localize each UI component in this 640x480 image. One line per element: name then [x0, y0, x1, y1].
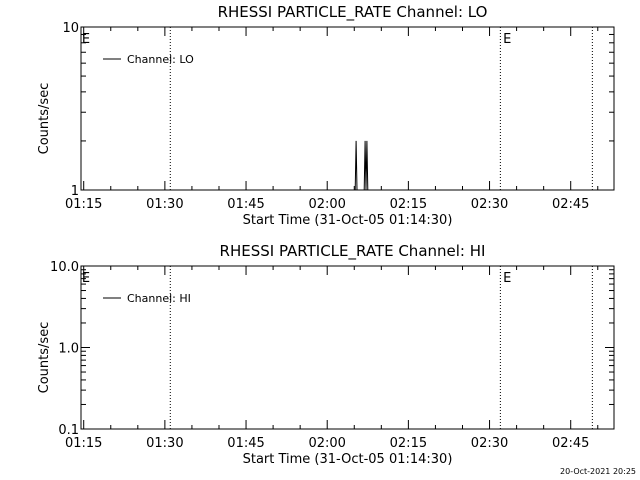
panel1-chart-title: RHESSI PARTICLE_RATE Channel: LO	[218, 3, 488, 22]
panel1-y-tick-label: 10	[62, 21, 79, 36]
panel1-x-tick-label: 02:00	[308, 197, 345, 212]
panel2-x-tick-label: 02:00	[308, 436, 345, 451]
panel2-x-axis-label: Start Time (31-Oct-05 01:14:30)	[243, 452, 453, 467]
panel1-x-tick-label: 02:45	[552, 197, 589, 212]
panel1-event-marker: E	[82, 32, 90, 47]
panel2-plot-frame	[80, 265, 615, 430]
panel1-x-tick-label: 01:15	[65, 197, 102, 212]
panel1-plot-frame	[80, 26, 615, 191]
panel2-y-tick-label: 1.0	[58, 342, 79, 357]
panel2-x-tick-label: 01:15	[65, 436, 102, 451]
panel1-y-axis-label: Counts/sec	[37, 83, 52, 155]
panel2-y-axis-label: Counts/sec	[37, 322, 52, 394]
footer-timestamp: 20-Oct-2021 20:25	[560, 467, 636, 476]
panel1-y-tick-label: 1	[71, 184, 79, 199]
panel2-event-marker: E	[503, 271, 511, 286]
panel2-x-tick-label: 01:45	[227, 436, 264, 451]
panel2-x-tick-label: 02:15	[390, 436, 427, 451]
panel1-x-tick-label: 02:15	[390, 197, 427, 212]
panel2-x-tick-label: 02:30	[471, 436, 508, 451]
panel1-series-line	[354, 140, 369, 191]
panel1-x-tick-label: 01:45	[227, 197, 264, 212]
panel1-x-tick-label: 01:30	[146, 197, 183, 212]
panel2-chart-title: RHESSI PARTICLE_RATE Channel: HI	[220, 242, 486, 261]
panel1-x-tick-label: 02:30	[471, 197, 508, 212]
panel2-y-tick-label: 10.0	[50, 260, 79, 275]
panel2-event-marker: E	[82, 271, 90, 286]
panel1-x-axis-label: Start Time (31-Oct-05 01:14:30)	[243, 213, 453, 228]
panel2-x-tick-label: 01:30	[146, 436, 183, 451]
panel2-y-tick-label: 0.1	[58, 423, 79, 438]
panel1-legend-label: Channel: LO	[127, 53, 194, 66]
panel2-legend-label: Channel: HI	[127, 292, 191, 305]
panel1-event-marker: E	[503, 32, 511, 47]
panel2-x-tick-label: 02:45	[552, 436, 589, 451]
